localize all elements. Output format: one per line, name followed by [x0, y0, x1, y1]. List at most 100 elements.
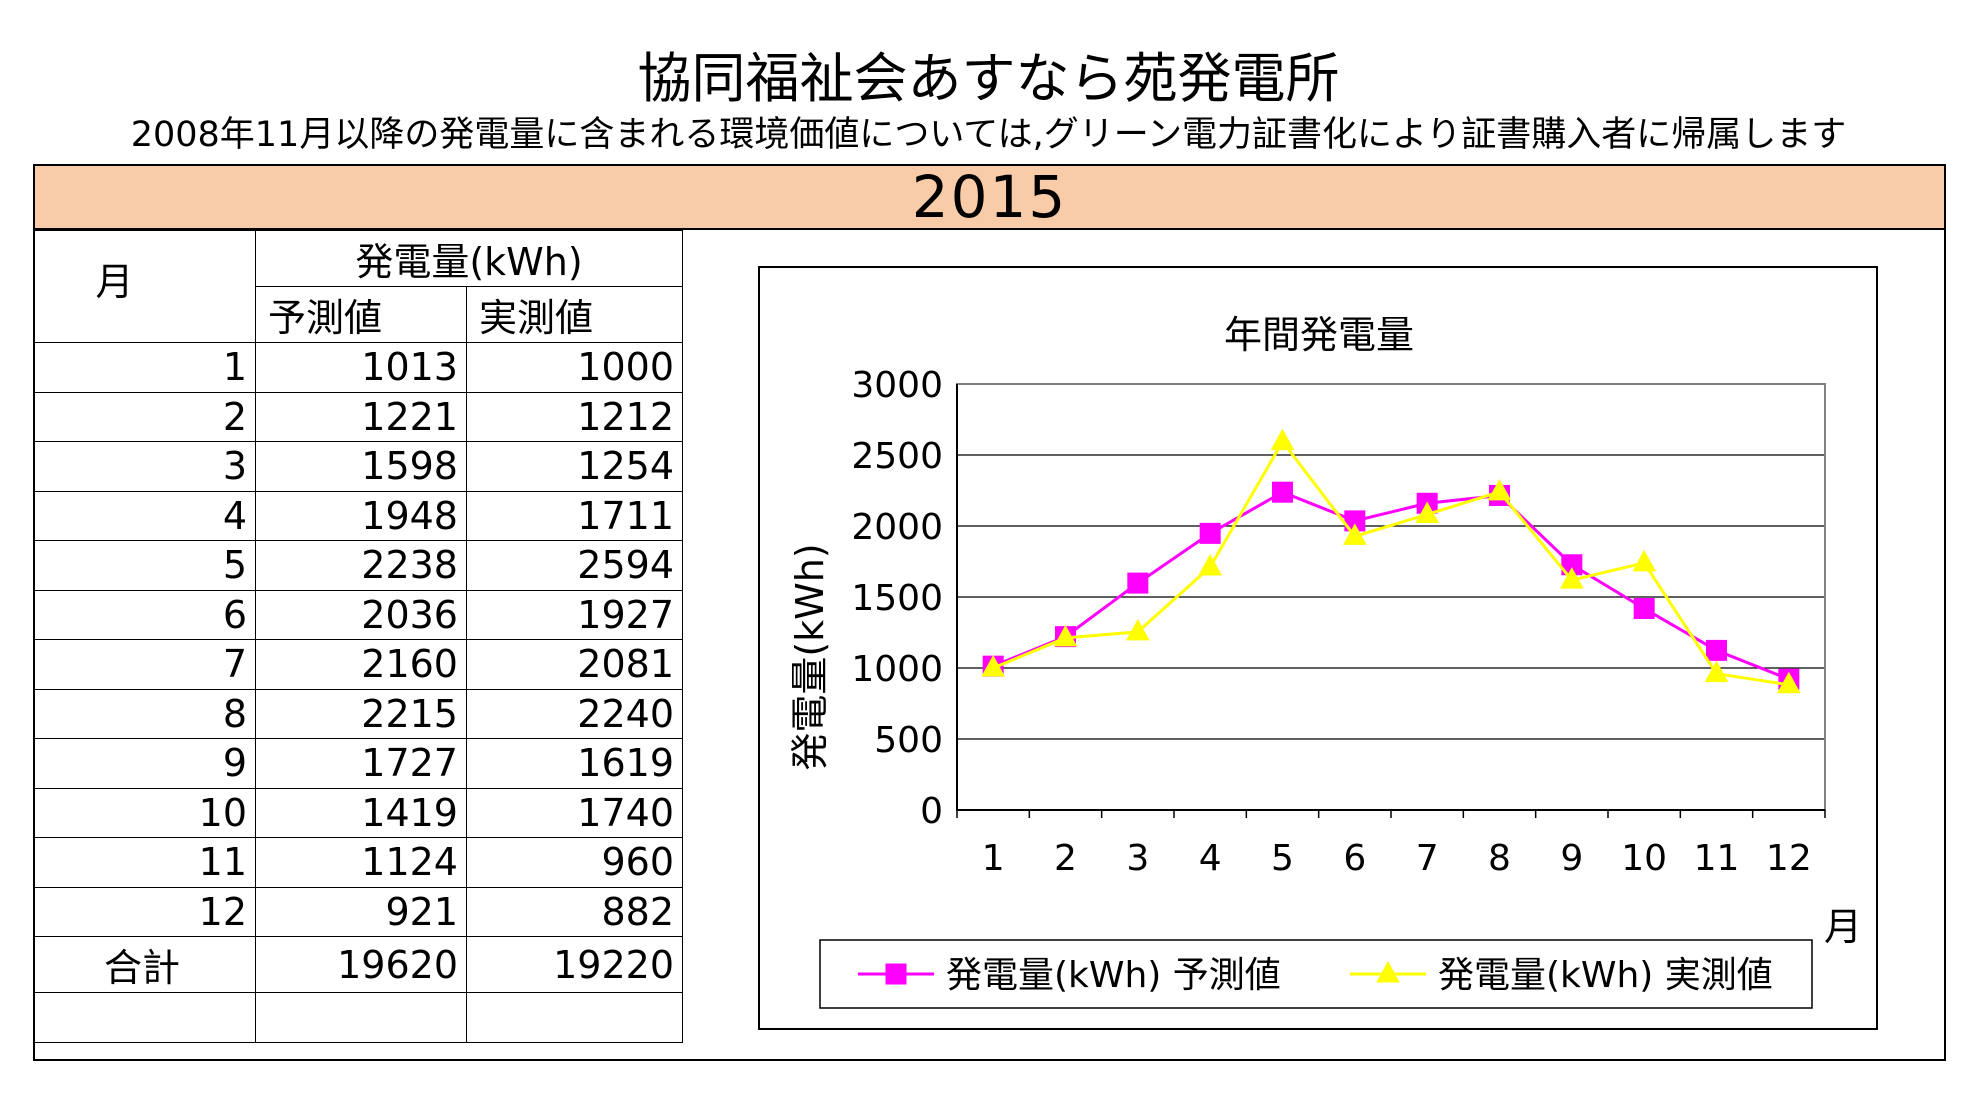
empty-cell	[255, 992, 467, 1043]
month-column-header: 月	[33, 230, 256, 343]
predicted-cell: 1598	[255, 441, 467, 492]
actual-cell: 1711	[465, 490, 684, 541]
table-body: 月 発電量(kWh) 予測値 実測値 1 1013 1000 2 1221 1212 3 15…	[33, 230, 684, 1043]
y-tick-label: 2000	[851, 507, 943, 548]
x-tick-label: 1	[982, 838, 1005, 879]
actual-cell: 2240	[465, 688, 684, 739]
x-tick-label: 9	[1560, 838, 1583, 879]
month-cell: 3	[33, 441, 256, 492]
y-tick-label: 1500	[851, 578, 943, 619]
month-cell: 7	[33, 639, 256, 690]
series-1-marker	[1487, 478, 1512, 501]
legend-label: 発電量(kWh) 予測値	[946, 955, 1281, 996]
actual-column-header: 実測値	[465, 286, 684, 343]
actual-cell: 882	[465, 886, 684, 937]
total-row: 合計 19620 19220	[33, 936, 684, 993]
table-row: 5 2238 2594	[33, 540, 684, 591]
y-tick-label: 2500	[851, 436, 943, 477]
table-header-row-2: 予測値 実測値	[34, 286, 684, 343]
actual-cell: 1212	[465, 391, 684, 442]
series-1-line	[992, 438, 1790, 687]
predicted-cell: 1419	[255, 787, 467, 838]
x-tick-label: 6	[1343, 838, 1366, 879]
month-cell: 8	[33, 688, 256, 739]
series-0-marker	[885, 963, 907, 985]
table-row: 8 2215 2240	[33, 688, 684, 739]
series-0-marker	[1633, 598, 1655, 620]
series-1-marker	[1270, 428, 1295, 451]
table-row: 6 2036 1927	[33, 589, 684, 640]
month-cell: 10	[33, 787, 256, 838]
actual-cell: 1000	[465, 342, 684, 393]
predicted-cell: 1727	[255, 738, 467, 789]
legend-label: 発電量(kWh) 実測値	[1438, 955, 1773, 996]
total-predicted: 19620	[255, 936, 467, 993]
series-0-marker	[1199, 522, 1221, 544]
predicted-cell: 921	[255, 886, 467, 937]
x-tick-label: 10	[1621, 838, 1667, 879]
series-1-marker	[1376, 960, 1400, 983]
x-tick-label: 8	[1488, 838, 1511, 879]
month-cell: 12	[33, 886, 256, 937]
table-row: 11 1124 960	[33, 837, 684, 888]
actual-cell: 1740	[465, 787, 684, 838]
actual-cell: 1927	[465, 589, 684, 640]
month-cell: 4	[33, 490, 256, 541]
y-tick-label: 3000	[851, 365, 943, 406]
x-tick-label: 5	[1271, 838, 1294, 879]
actual-cell: 2081	[465, 639, 684, 690]
x-tick-label: 11	[1694, 838, 1740, 879]
page-title: 協同福祉会あすなら苑発電所	[637, 47, 1340, 110]
chart-panel: 年間発電量 0 500 1000 1500 2000 2500 3000 1 2 3 4 5 6 7 8 9 10…	[758, 266, 1878, 1030]
year-label: 2015	[911, 163, 1068, 231]
total-actual: 19220	[465, 936, 684, 993]
empty-cell	[465, 992, 684, 1043]
month-cell: 6	[33, 589, 256, 640]
x-tick-label: 2	[1054, 838, 1077, 879]
table-row: 10 1419 1740	[33, 787, 684, 838]
series-1-marker	[1342, 523, 1367, 545]
predicted-cell: 2215	[255, 688, 467, 739]
legend-box	[819, 939, 1813, 1009]
table-row: 2 1221 1212	[33, 391, 684, 442]
table-header-row-1: 月 発電量(kWh)	[33, 230, 684, 343]
table-row: 12 921 882	[33, 886, 684, 937]
total-label: 合計	[33, 936, 256, 993]
series-1-marker	[1125, 618, 1150, 641]
series-1-marker	[1776, 671, 1801, 694]
table-row: 4 1948 1711	[33, 490, 684, 541]
table-row: 1 1013 1000	[33, 342, 684, 393]
x-tick-label: 4	[1199, 838, 1222, 879]
series-1-marker	[1704, 660, 1729, 683]
series-1-marker	[1198, 554, 1223, 576]
actual-cell: 2594	[465, 540, 684, 591]
series-0-line	[992, 490, 1790, 681]
predicted-cell: 1221	[255, 391, 467, 442]
month-cell: 2	[33, 391, 256, 442]
year-banner: 2015	[33, 164, 1946, 230]
table-row: 3 1598 1254	[33, 441, 684, 492]
predicted-cell: 1013	[255, 342, 467, 393]
series-0-marker	[1706, 639, 1727, 661]
table-row: 9 1727 1619	[33, 738, 684, 789]
y-tick-label: 1000	[851, 649, 943, 690]
y-axis-label: 発電量(kWh)	[788, 543, 832, 770]
series-1-marker	[1053, 624, 1078, 647]
chart-title: 年間発電量	[1224, 313, 1414, 357]
series-1-marker	[1559, 567, 1584, 589]
x-axis-label: 月	[1824, 905, 1862, 949]
table-row: 7 2160 2081	[33, 639, 684, 690]
predicted-cell: 1124	[255, 837, 467, 888]
x-tick-label: 7	[1416, 838, 1439, 879]
series-0-marker	[1272, 481, 1293, 503]
predicted-column-header: 予測値	[255, 286, 467, 343]
generation-group-header: 発電量(kWh)	[254, 230, 684, 287]
x-tick-label: 12	[1766, 838, 1812, 879]
generation-table: 月 発電量(kWh) 予測値 実測値 1 1013 1000 2 1221 1212 3 15…	[33, 230, 684, 1043]
series-0-marker	[1127, 572, 1149, 594]
predicted-cell: 2160	[255, 639, 467, 690]
series-1-marker	[1632, 549, 1657, 572]
predicted-cell: 2036	[255, 589, 467, 640]
y-tick-label: 500	[874, 720, 943, 761]
